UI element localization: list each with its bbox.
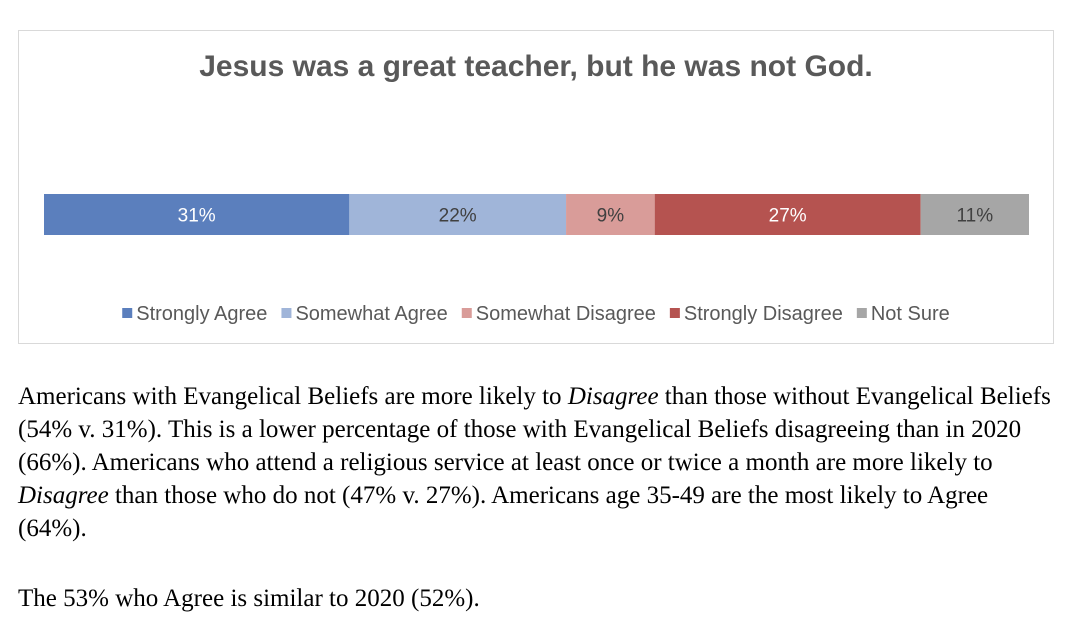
legend-swatch-strongly-disagree [669,308,680,318]
caption-text: than those who do not (47% v. 27%). Amer… [18,482,989,542]
legend: Strongly Agree Somewhat Agree Somewhat Dis… [122,303,950,325]
data-label-somewhat-agree: 22% [439,206,477,227]
bar-segment-somewhat-agree [349,194,567,235]
caption-text: Americans with Evangelical Beliefs are m… [18,383,568,410]
legend-label-somewhat-agree: Somewhat Agree [295,303,447,325]
caption-emphasis: Disagree [18,482,109,509]
data-label-somewhat-disagree: 9% [597,206,625,227]
legend-label-strongly-agree: Strongly Agree [136,303,267,325]
data-label-not-sure: 11% [957,206,994,227]
caption-emphasis: Disagree [567,383,659,410]
legend-swatch-somewhat-agree [281,308,292,318]
bar-segment-not-sure [920,194,1029,235]
stacked-bar-chart: 31% 22% 9% 27% 11% Strongly Agree Somewhat Ag… [44,194,1029,325]
chart-title: Jesus was a great teacher, but he was no… [199,50,873,83]
caption-text: than those without Evangelical Beliefs (… [18,383,1051,476]
bar-segment-strongly-disagree [654,194,921,235]
bar-segment-somewhat-disagree [566,194,655,235]
legend-label-strongly-disagree: Strongly Disagree [684,303,843,325]
bar-segment-strongly-agree [44,194,350,235]
chart-frame [18,30,1054,344]
legend-label-somewhat-disagree: Somewhat Disagree [476,303,656,325]
data-label-strongly-disagree: 27% [769,206,807,227]
legend-swatch-somewhat-disagree [461,308,472,318]
legend-swatch-not-sure [856,308,867,318]
legend-label-not-sure: Not Sure [871,303,950,325]
bar-segments: 31% 22% 9% 27% 11% [44,194,1029,235]
data-label-strongly-agree: 31% [178,206,216,227]
caption-summary: The 53% who Agree is similar to 2020 (52… [18,585,480,612]
caption-paragraph: Americans with Evangelical Beliefs are m… [18,380,1063,545]
legend-swatch-strongly-agree [122,308,133,318]
